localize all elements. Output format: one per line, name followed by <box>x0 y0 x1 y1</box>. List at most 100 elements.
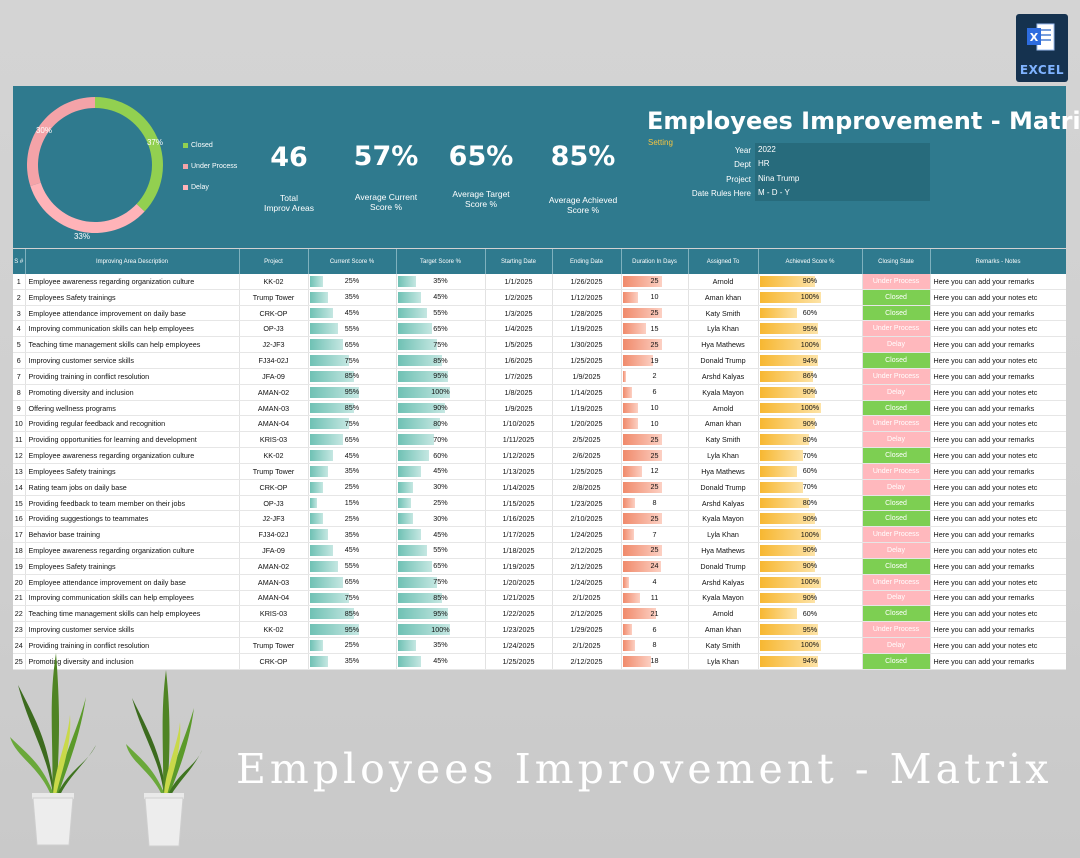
status-badge[interactable]: Delay <box>862 479 931 496</box>
cell-duration[interactable]: 11 <box>621 590 689 607</box>
status-badge[interactable]: Under Process <box>862 621 931 639</box>
cell-duration[interactable]: 25 <box>621 510 689 528</box>
cell-remarks[interactable]: Here you can add your remarks <box>930 653 1066 670</box>
setting-value-project[interactable]: Nina Trump <box>755 171 930 187</box>
status-badge[interactable]: Delay <box>862 590 931 607</box>
row-number[interactable]: 12 <box>13 447 26 464</box>
cell-target-score[interactable]: 35% <box>396 274 486 290</box>
cell-target-score[interactable]: 25% <box>396 495 486 512</box>
cell-end-date[interactable]: 1/14/2025 <box>552 384 622 401</box>
cell-target-score[interactable]: 100% <box>396 621 486 639</box>
cell-start-date[interactable]: 1/2/2025 <box>485 289 553 306</box>
cell-start-date[interactable]: 1/13/2025 <box>485 463 553 480</box>
cell-description[interactable]: Offering wellness programs <box>25 400 240 417</box>
cell-current-score[interactable]: 45% <box>308 447 397 464</box>
cell-achieved-score[interactable]: 90% <box>758 510 863 528</box>
cell-target-score[interactable]: 55% <box>396 542 486 559</box>
cell-target-score[interactable]: 85% <box>396 352 486 369</box>
table-row[interactable]: 26Offering wellness programsOP-J345%55%1… <box>13 669 1066 670</box>
status-badge[interactable]: Closed <box>862 352 931 369</box>
cell-achieved-score[interactable]: 95% <box>758 320 863 338</box>
cell-end-date[interactable]: 1/25/2025 <box>552 463 622 480</box>
cell-current-score[interactable]: 25% <box>308 510 397 528</box>
table-row[interactable]: 9 Offering wellness programs AMAN-03 85% 90%… <box>13 400 1066 417</box>
cell-description[interactable]: Providing feedback to team member on the… <box>25 495 240 512</box>
row-number[interactable]: 9 <box>13 400 26 417</box>
table-row[interactable]: 23 Improving customer service skills KK-02… <box>13 621 1066 639</box>
cell-description[interactable]: Improving customer service skills <box>25 621 240 639</box>
table-row[interactable]: 21 Improving communication skills can hel… <box>13 590 1066 607</box>
cell-duration[interactable]: 10 <box>621 289 689 306</box>
row-number[interactable]: 3 <box>13 305 26 322</box>
table-row[interactable]: 6 Improving customer service skills FJ34-0… <box>13 352 1066 369</box>
cell-target-score[interactable]: 75% <box>396 336 486 354</box>
cell-remarks[interactable]: Here you can add your remarks <box>930 274 1066 290</box>
cell-end-date[interactable]: 1/24/2025 <box>552 574 622 591</box>
cell-remarks[interactable]: Here you can add your notes etc <box>930 415 1066 433</box>
table-row[interactable]: 25 Promoting diversity and inclusion CRK-… <box>13 653 1066 670</box>
cell-description[interactable]: Behavior base training <box>25 526 240 544</box>
cell-end-date[interactable]: 2/12/2025 <box>552 669 622 670</box>
cell-description[interactable]: Employees Safety trainings <box>25 463 240 480</box>
cell-target-score[interactable]: 95% <box>396 368 486 385</box>
cell-remarks[interactable]: Here you can add your remarks <box>930 336 1066 354</box>
cell-current-score[interactable]: 35% <box>308 289 397 306</box>
cell-remarks[interactable]: Here you can add your remarks <box>930 495 1066 512</box>
cell-achieved-score[interactable]: 86% <box>758 669 863 670</box>
cell-description[interactable]: Promoting diversity and inclusion <box>25 384 240 401</box>
status-badge[interactable]: Closed <box>862 305 931 322</box>
status-badge[interactable]: Closed <box>862 447 931 464</box>
cell-current-score[interactable]: 65% <box>308 336 397 354</box>
setting-value-dept[interactable]: HR <box>755 157 930 173</box>
row-number[interactable]: 13 <box>13 463 26 480</box>
cell-assigned-to[interactable]: Donald Trump <box>688 352 759 369</box>
cell-assigned-to[interactable]: Kyala Mayon <box>688 590 759 607</box>
cell-start-date[interactable]: 1/23/2025 <box>485 621 553 639</box>
cell-current-score[interactable]: 15% <box>308 495 397 512</box>
cell-current-score[interactable]: 45% <box>308 542 397 559</box>
cell-remarks[interactable]: Here you can add your remarks <box>930 368 1066 385</box>
cell-start-date[interactable]: 1/24/2025 <box>485 637 553 654</box>
row-number[interactable]: 1 <box>13 274 26 290</box>
cell-duration[interactable]: 15 <box>621 320 689 338</box>
cell-project[interactable]: Trump Tower <box>239 637 309 654</box>
cell-remarks[interactable]: Here you can add your notes etc <box>930 384 1066 401</box>
cell-remarks[interactable]: Here you can add your remarks <box>930 558 1066 575</box>
cell-duration[interactable]: 2 <box>621 368 689 385</box>
row-number[interactable]: 8 <box>13 384 26 401</box>
table-row[interactable]: 14 Rating team jobs on daily base CRK-OP 25… <box>13 479 1066 496</box>
cell-project[interactable]: AMAN-03 <box>239 400 309 417</box>
cell-assigned-to[interactable]: Lyla Khan <box>688 320 759 338</box>
cell-assigned-to[interactable]: Arnold <box>688 274 759 290</box>
cell-project[interactable]: KK-02 <box>239 274 309 290</box>
cell-current-score[interactable]: 95% <box>308 384 397 401</box>
cell-end-date[interactable]: 2/1/2025 <box>552 590 622 607</box>
cell-current-score[interactable]: 65% <box>308 574 397 591</box>
cell-assigned-to[interactable]: Hya Mathews <box>688 669 759 670</box>
cell-assigned-to[interactable]: Kyala Mayon <box>688 510 759 528</box>
cell-end-date[interactable]: 2/12/2025 <box>552 542 622 559</box>
cell-project[interactable]: AMAN-02 <box>239 384 309 401</box>
cell-current-score[interactable]: 45% <box>308 669 397 670</box>
cell-description[interactable]: Employees Safety trainings <box>25 558 240 575</box>
cell-duration[interactable]: 25 <box>621 274 689 290</box>
cell-achieved-score[interactable]: 100% <box>758 289 863 306</box>
table-row[interactable]: 8 Promoting diversity and inclusion AMAN-… <box>13 384 1066 401</box>
cell-project[interactable]: Trump Tower <box>239 289 309 306</box>
cell-remarks[interactable]: Here you can add your notes etc <box>930 542 1066 559</box>
row-number[interactable]: 21 <box>13 590 26 607</box>
cell-description[interactable]: Offering wellness programs <box>25 669 240 670</box>
cell-remarks[interactable]: Here you can add your notes etc <box>930 510 1066 528</box>
status-badge[interactable]: Delay <box>862 542 931 559</box>
cell-remarks[interactable]: Here you can add your remarks <box>930 400 1066 417</box>
cell-achieved-score[interactable]: 100% <box>758 336 863 354</box>
cell-project[interactable]: AMAN-02 <box>239 558 309 575</box>
cell-target-score[interactable]: 35% <box>396 637 486 654</box>
cell-start-date[interactable]: 1/22/2025 <box>485 605 553 623</box>
table-row[interactable]: 15 Providing feedback to team member on t… <box>13 495 1066 512</box>
cell-duration[interactable]: 12 <box>621 463 689 480</box>
cell-target-score[interactable]: 45% <box>396 289 486 306</box>
cell-achieved-score[interactable]: 90% <box>758 590 863 607</box>
cell-assigned-to[interactable]: Lyla Khan <box>688 653 759 670</box>
cell-description[interactable]: Improving communication skills can help … <box>25 320 240 338</box>
